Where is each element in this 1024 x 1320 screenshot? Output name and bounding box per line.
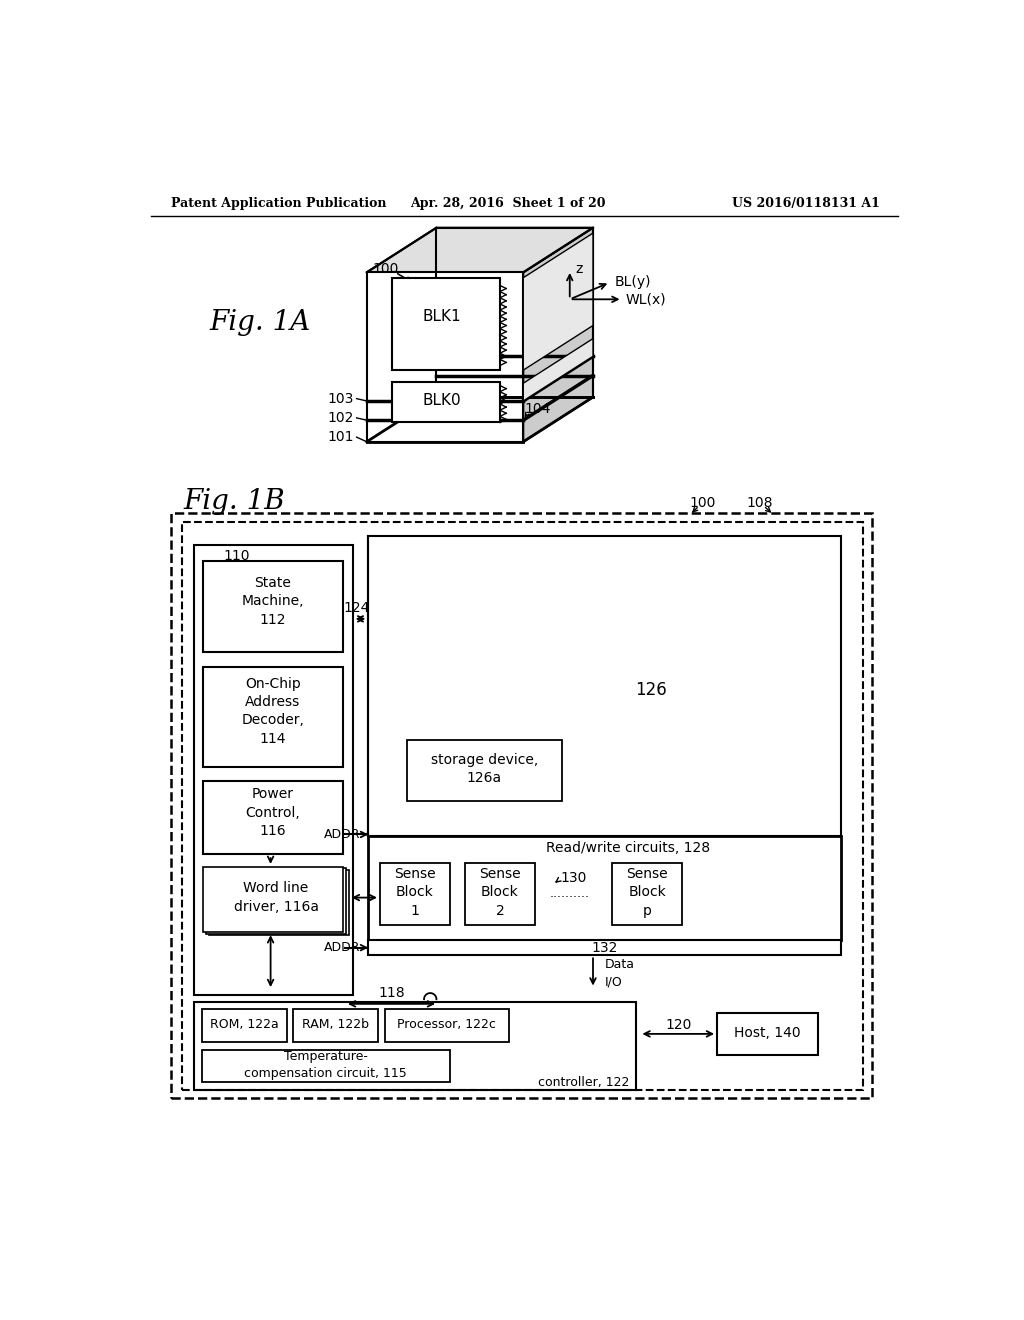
Bar xyxy=(369,940,841,956)
Bar xyxy=(203,780,343,854)
Text: 103: 103 xyxy=(328,392,354,405)
Text: 104: 104 xyxy=(524,403,551,416)
Bar xyxy=(293,1010,378,1041)
Text: ROM, 122a: ROM, 122a xyxy=(210,1018,279,1031)
Text: 102: 102 xyxy=(328,411,354,425)
Polygon shape xyxy=(523,234,593,370)
Bar xyxy=(612,863,682,924)
Text: storage device,
126a: storage device, 126a xyxy=(431,752,539,785)
Text: 126: 126 xyxy=(635,681,667,698)
Text: Host, 140: Host, 140 xyxy=(734,1026,801,1040)
Bar xyxy=(194,545,352,995)
Text: 100: 100 xyxy=(373,261,399,276)
Text: Sense
Block
p: Sense Block p xyxy=(627,867,668,917)
Text: 100: 100 xyxy=(690,496,716,511)
Text: 130: 130 xyxy=(560,871,587,886)
Bar xyxy=(194,1002,636,1090)
Text: 132: 132 xyxy=(592,941,617,954)
Text: 120: 120 xyxy=(665,1018,691,1032)
Text: Power
Control,
116: Power Control, 116 xyxy=(246,788,300,838)
Polygon shape xyxy=(523,227,593,442)
Text: BLK1: BLK1 xyxy=(423,309,461,323)
Text: controller, 122: controller, 122 xyxy=(538,1076,630,1089)
Polygon shape xyxy=(367,227,593,272)
Text: Word line
driver, 116a: Word line driver, 116a xyxy=(233,882,318,913)
Bar xyxy=(717,1014,818,1056)
Bar xyxy=(206,869,346,933)
Text: ADDR: ADDR xyxy=(324,941,360,954)
Bar xyxy=(407,739,562,801)
Bar xyxy=(202,1051,450,1082)
Text: 108: 108 xyxy=(746,496,773,511)
Text: BLK0: BLK0 xyxy=(423,393,461,408)
Text: 110: 110 xyxy=(223,549,250,562)
Bar xyxy=(465,863,535,924)
Text: Processor, 122c: Processor, 122c xyxy=(397,1018,496,1031)
Text: 101: 101 xyxy=(328,430,354,444)
Text: Sense
Block
1: Sense Block 1 xyxy=(394,867,435,917)
Bar xyxy=(209,870,349,936)
Text: WL(x): WL(x) xyxy=(626,292,667,306)
Text: Data
I/O: Data I/O xyxy=(604,958,635,989)
Text: ADDR: ADDR xyxy=(324,828,360,841)
Text: Fig. 1B: Fig. 1B xyxy=(183,487,286,515)
Text: On-Chip
Address
Decoder,
114: On-Chip Address Decoder, 114 xyxy=(242,677,304,746)
Bar xyxy=(203,867,343,932)
Bar xyxy=(391,381,500,422)
Text: RAM, 122b: RAM, 122b xyxy=(302,1018,370,1031)
Polygon shape xyxy=(367,272,523,442)
Text: Sense
Block
2: Sense Block 2 xyxy=(479,867,521,917)
Bar xyxy=(203,561,343,652)
Bar xyxy=(203,667,343,767)
Text: Fig. 1A: Fig. 1A xyxy=(209,309,310,335)
Bar xyxy=(385,1010,509,1041)
Bar xyxy=(380,863,450,924)
Polygon shape xyxy=(523,339,593,401)
Text: ..........: .......... xyxy=(550,887,590,900)
Text: Apr. 28, 2016  Sheet 1 of 20: Apr. 28, 2016 Sheet 1 of 20 xyxy=(410,197,605,210)
Bar xyxy=(391,277,500,370)
Text: BL(y): BL(y) xyxy=(614,276,651,289)
Text: z: z xyxy=(575,261,583,276)
Text: State
Machine,
112: State Machine, 112 xyxy=(242,576,304,627)
Bar xyxy=(369,836,841,940)
Text: 118: 118 xyxy=(378,986,404,1001)
Bar xyxy=(369,536,841,836)
Text: 124: 124 xyxy=(343,601,370,615)
Bar xyxy=(202,1010,287,1041)
Text: Patent Application Publication: Patent Application Publication xyxy=(171,197,386,210)
Text: Read/write circuits, 128: Read/write circuits, 128 xyxy=(546,841,710,854)
Bar xyxy=(171,512,872,1098)
Bar xyxy=(182,521,862,1090)
Text: US 2016/0118131 A1: US 2016/0118131 A1 xyxy=(732,197,880,210)
Text: Temperature-
compensation circuit, 115: Temperature- compensation circuit, 115 xyxy=(245,1051,407,1081)
